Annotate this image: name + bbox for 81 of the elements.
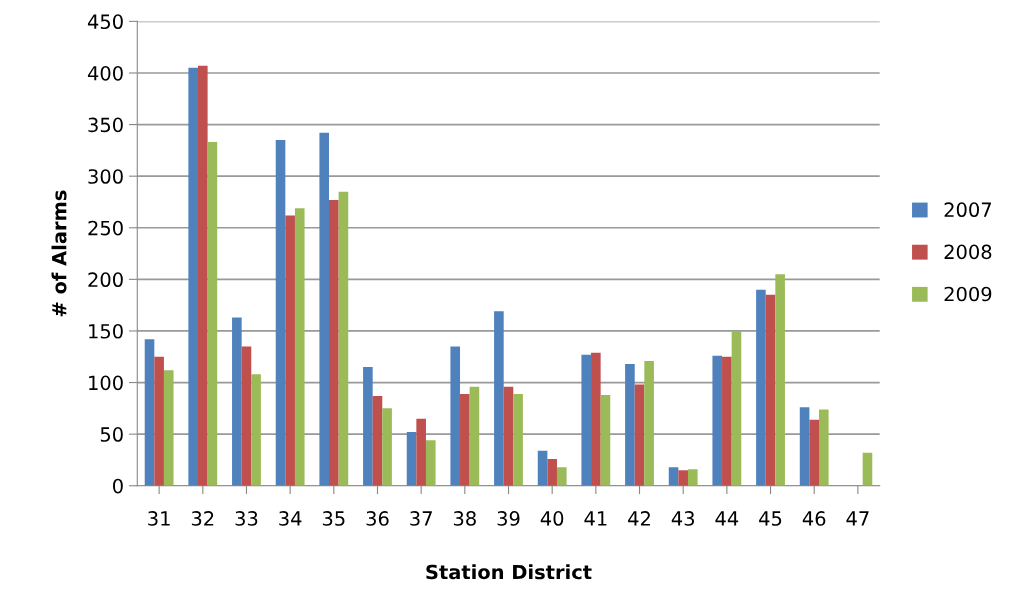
legend-label: 2009	[944, 286, 992, 302]
x-tick-label: 45	[759, 511, 782, 526]
bar	[251, 374, 261, 486]
bar	[687, 469, 698, 486]
bar	[319, 132, 330, 486]
bar	[775, 274, 785, 486]
bar	[712, 355, 723, 486]
x-tick-label: 32	[191, 511, 214, 526]
bar	[450, 346, 461, 486]
y-tick-label: 200	[88, 272, 123, 288]
bar	[537, 450, 548, 486]
x-tick-label: 33	[235, 511, 258, 526]
y-tick-label: 100	[89, 375, 123, 391]
bar	[285, 215, 295, 486]
bar	[731, 330, 742, 486]
x-tick-label: 31	[148, 511, 170, 526]
bar	[547, 458, 557, 486]
x-tick-label: 35	[322, 511, 345, 526]
bar	[338, 191, 349, 486]
bar	[494, 311, 504, 486]
bar	[581, 354, 592, 486]
x-tick-label: 36	[366, 511, 389, 526]
x-tick-label: 42	[628, 511, 650, 526]
bar	[819, 409, 829, 486]
y-tick-label: 300	[88, 169, 123, 184]
y-tick-label: 350	[88, 117, 123, 133]
bar	[799, 407, 810, 486]
bar	[232, 317, 242, 486]
bar	[625, 363, 635, 486]
bar	[765, 294, 776, 486]
bar	[406, 432, 417, 486]
bar	[275, 140, 286, 486]
y-tick-label: 250	[88, 220, 123, 236]
bar	[329, 199, 339, 486]
bar	[460, 393, 470, 486]
x-axis-title: Station District	[426, 564, 592, 580]
bar	[513, 393, 523, 486]
bar	[416, 418, 426, 486]
x-tick-label: 39	[497, 511, 520, 526]
x-tick-label: 40	[540, 511, 564, 526]
y-tick-label: 400	[87, 65, 123, 81]
bar	[144, 339, 155, 486]
bar	[862, 452, 873, 486]
legend-label: 2008	[944, 244, 992, 260]
bar	[503, 386, 514, 486]
x-tick-label: 37	[410, 511, 432, 526]
bar	[756, 289, 766, 486]
bar	[809, 419, 819, 486]
y-axis-title: # of Alarms	[51, 190, 67, 317]
bar	[425, 440, 436, 486]
x-tick-label: 47	[846, 511, 869, 526]
bar	[634, 384, 645, 486]
bar	[591, 352, 601, 486]
x-tick-label: 38	[453, 511, 476, 526]
bar	[382, 408, 392, 486]
bar	[372, 395, 383, 486]
bar	[198, 65, 208, 486]
x-tick-label: 43	[671, 511, 694, 526]
bar	[722, 356, 732, 486]
bar	[556, 467, 567, 486]
bar	[207, 142, 218, 486]
y-tick-label: 0	[113, 478, 123, 494]
bar	[644, 360, 654, 486]
bar	[163, 370, 174, 486]
y-tick-label: 50	[100, 427, 123, 442]
x-tick-label: 41	[584, 511, 607, 526]
bar	[668, 467, 679, 486]
x-tick-label: 46	[802, 511, 826, 526]
bar	[188, 67, 198, 486]
y-tick-label: 150	[89, 323, 123, 339]
bar	[363, 367, 373, 486]
x-tick-label: 44	[715, 511, 739, 526]
bar	[469, 386, 480, 486]
bar	[294, 208, 305, 486]
bar	[154, 356, 164, 486]
bar	[241, 346, 252, 486]
x-tick-label: 34	[279, 511, 302, 526]
bar	[600, 394, 611, 486]
legend-label: 2007	[944, 202, 991, 218]
bar	[678, 470, 688, 486]
y-tick-label: 450	[87, 14, 123, 30]
